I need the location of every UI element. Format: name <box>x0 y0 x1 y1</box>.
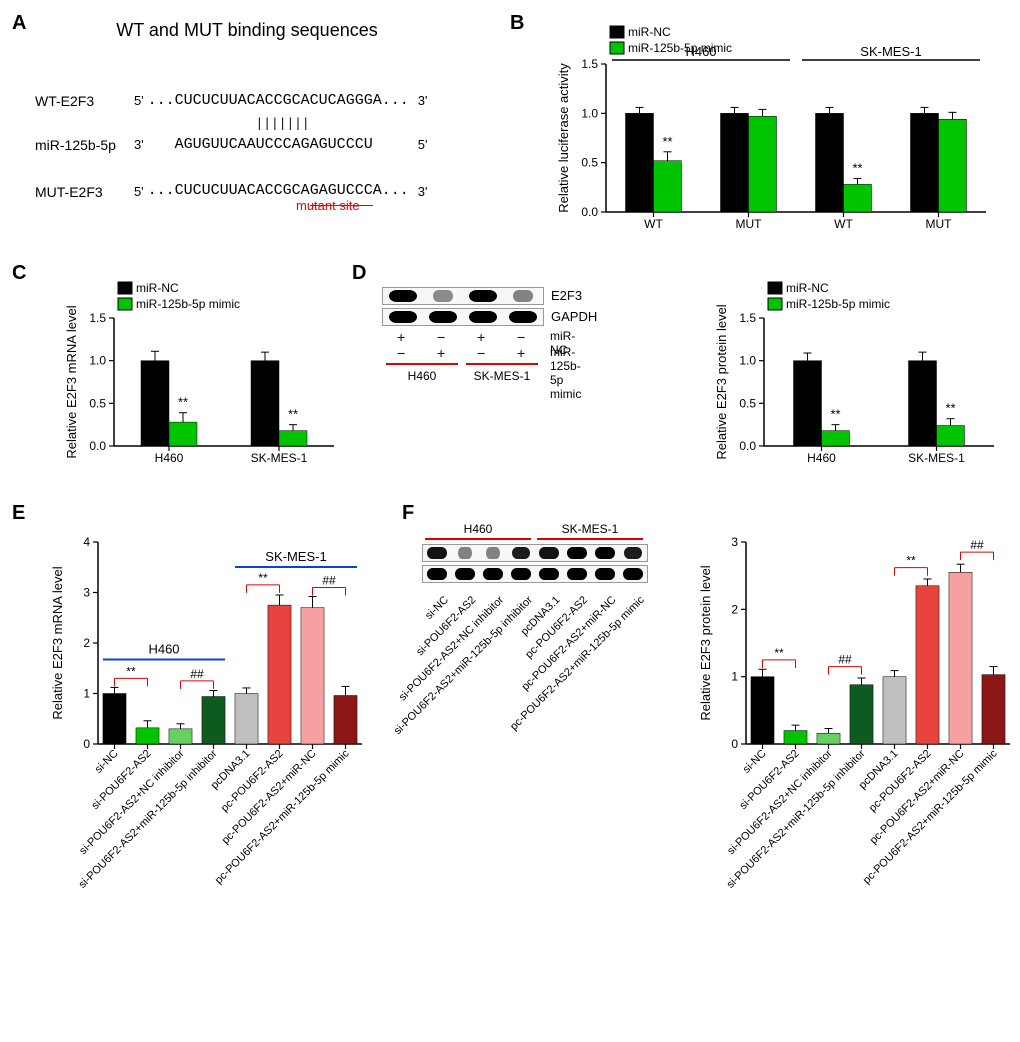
panel-f-chart: 0 1 2 3 Relative E2F3 protein level si-NCsi-P… <box>696 514 1016 1004</box>
panel-a-title: WT and MUT binding sequences <box>32 12 462 41</box>
svg-text:MUT: MUT <box>926 217 953 231</box>
svg-text:0.5: 0.5 <box>739 396 756 410</box>
svg-text:Relative E2F3 mRNA level: Relative E2F3 mRNA level <box>50 566 65 719</box>
svg-text:si-NC: si-NC <box>93 748 121 776</box>
panel-c-label: C <box>12 262 26 285</box>
panel-f-blot: H460SK-MES-1si-NCsi-POU6F2-AS2si-POU6F2-… <box>422 522 682 826</box>
svg-text:WT: WT <box>834 217 853 231</box>
svg-text:si-POU6F2-AS2: si-POU6F2-AS2 <box>737 748 801 812</box>
svg-text:**: ** <box>178 395 188 410</box>
sequence-table: WT-E2F3 5' ...CUCUCUUACACCGCACUCAGGGA...… <box>32 84 430 209</box>
panel-b-chart: 0.0 0.5 1.0 1.5 Relative luciferase activity… <box>552 18 992 240</box>
svg-text:3: 3 <box>731 535 738 549</box>
panel-a-label: A <box>12 12 26 35</box>
svg-text:**: ** <box>945 401 955 416</box>
svg-text:**: ** <box>258 571 268 585</box>
svg-text:miR-NC: miR-NC <box>786 281 829 295</box>
svg-text:miR-NC: miR-NC <box>628 25 671 39</box>
svg-text:1.5: 1.5 <box>89 311 106 325</box>
svg-text:H460: H460 <box>685 44 716 59</box>
svg-text:H460: H460 <box>155 451 184 465</box>
svg-text:**: ** <box>126 664 136 678</box>
svg-text:1: 1 <box>731 670 738 684</box>
figure: A WT and MUT binding sequences WT-E2F3 5… <box>12 12 1008 1030</box>
panel-d-blot: E2F3GAPDH+−+−miR-NC−+−+miR-125b-5p mimic… <box>382 287 642 387</box>
svg-text:##: ## <box>190 667 204 681</box>
svg-text:0: 0 <box>83 737 90 751</box>
svg-text:Relative luciferase activity: Relative luciferase activity <box>556 63 571 213</box>
panel-e-label: E <box>12 502 25 525</box>
svg-text:0.5: 0.5 <box>581 156 598 170</box>
svg-text:SK-MES-1: SK-MES-1 <box>908 451 965 465</box>
svg-text:3: 3 <box>83 586 90 600</box>
svg-text:2: 2 <box>731 602 738 616</box>
panel-a: WT and MUT binding sequences WT-E2F3 5' … <box>32 12 462 242</box>
svg-text:2: 2 <box>83 636 90 650</box>
svg-text:Relative E2F3 protein level: Relative E2F3 protein level <box>714 304 729 459</box>
svg-text:1.5: 1.5 <box>581 57 598 71</box>
svg-text:##: ## <box>970 538 984 552</box>
svg-text:miR-125b-5p mimic: miR-125b-5p mimic <box>786 297 890 311</box>
panel-b-label: B <box>510 12 524 35</box>
svg-text:miR-125b-5p mimic: miR-125b-5p mimic <box>136 297 240 311</box>
svg-text:SK-MES-1: SK-MES-1 <box>265 549 326 564</box>
svg-text:1.5: 1.5 <box>739 311 756 325</box>
svg-text:SK-MES-1: SK-MES-1 <box>251 451 308 465</box>
svg-text:0: 0 <box>731 737 738 751</box>
svg-text:0.0: 0.0 <box>89 439 106 453</box>
svg-text:H460: H460 <box>807 451 836 465</box>
svg-text:MUT: MUT <box>736 217 763 231</box>
svg-text:**: ** <box>288 407 298 422</box>
panel-e-chart: 0 1 2 3 4 Relative E2F3 mRNA level si-NCsi-POU… <box>48 514 368 1004</box>
panel-d-label: D <box>352 262 366 285</box>
mutant-site-label: mutant site <box>296 198 360 213</box>
svg-text:**: ** <box>662 134 672 149</box>
svg-text:Relative E2F3 mRNA level: Relative E2F3 mRNA level <box>64 305 79 458</box>
svg-text:4: 4 <box>83 535 90 549</box>
svg-text:**: ** <box>830 407 840 422</box>
svg-text:si-POU6F2-AS2: si-POU6F2-AS2 <box>89 748 153 812</box>
svg-text:0.0: 0.0 <box>581 205 598 219</box>
svg-text:1: 1 <box>83 687 90 701</box>
pairing-lines: ||||||| <box>147 118 410 128</box>
svg-text:1.0: 1.0 <box>739 354 756 368</box>
seq-label: WT-E2F3 <box>34 86 126 116</box>
svg-text:1.0: 1.0 <box>581 106 598 120</box>
svg-text:1.0: 1.0 <box>89 354 106 368</box>
svg-text:miR-NC: miR-NC <box>136 281 179 295</box>
panel-f-label: F <box>402 502 414 525</box>
svg-text:**: ** <box>774 646 784 660</box>
svg-text:0.0: 0.0 <box>739 439 756 453</box>
svg-text:##: ## <box>322 573 336 587</box>
svg-text:SK-MES-1: SK-MES-1 <box>860 44 921 59</box>
svg-text:##: ## <box>838 653 852 667</box>
panel-c-chart: 0.0 0.5 1.0 1.5 Relative E2F3 mRNA level H460… <box>60 274 340 474</box>
svg-text:Relative E2F3 protein level: Relative E2F3 protein level <box>698 565 713 720</box>
svg-text:si-NC: si-NC <box>741 748 769 776</box>
svg-text:**: ** <box>852 160 862 175</box>
svg-text:WT: WT <box>644 217 663 231</box>
svg-text:**: ** <box>906 554 916 568</box>
svg-text:H460: H460 <box>148 641 179 656</box>
panel-d-chart: 0.0 0.5 1.0 1.5 Relative E2F3 protein level H… <box>710 274 1000 474</box>
svg-text:0.5: 0.5 <box>89 396 106 410</box>
